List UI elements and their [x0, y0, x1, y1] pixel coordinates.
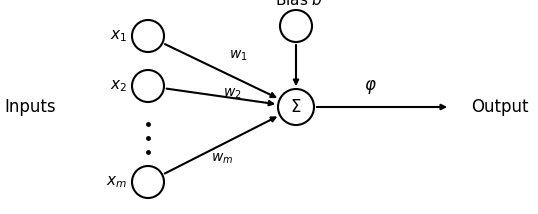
Circle shape [280, 10, 312, 42]
Text: $x_2$: $x_2$ [110, 78, 127, 94]
Text: $x_m$: $x_m$ [106, 174, 127, 190]
Text: $x_1$: $x_1$ [110, 28, 127, 44]
Text: $\Sigma$: $\Sigma$ [291, 98, 302, 116]
Circle shape [132, 20, 164, 52]
Text: $w_1$: $w_1$ [229, 49, 247, 63]
Text: Bias $b$: Bias $b$ [275, 0, 323, 8]
Circle shape [132, 166, 164, 198]
Text: $\varphi$: $\varphi$ [364, 78, 377, 96]
Circle shape [278, 89, 314, 125]
Circle shape [132, 70, 164, 102]
Text: Inputs: Inputs [4, 98, 56, 116]
Text: $w_2$: $w_2$ [223, 87, 241, 101]
Text: Output: Output [471, 98, 529, 116]
Text: $w_m$: $w_m$ [211, 152, 233, 166]
